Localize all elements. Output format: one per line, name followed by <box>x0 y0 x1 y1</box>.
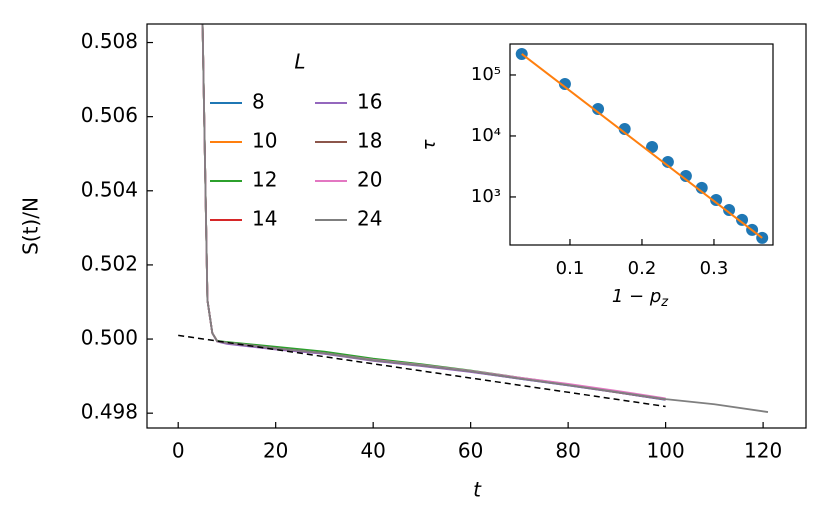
inset-x-label-main: 1 − p <box>612 286 661 307</box>
data-point <box>646 140 659 153</box>
x-tick-label: 40 <box>360 439 385 463</box>
data-point <box>661 155 674 168</box>
data-point <box>679 169 692 182</box>
x-tick-label: 80 <box>555 439 580 463</box>
inset-marks <box>515 47 769 244</box>
legend-title: L <box>294 50 305 74</box>
data-point <box>695 181 708 194</box>
legend-label: 16 <box>357 90 382 114</box>
y-tick-label: 0.504 <box>81 177 138 201</box>
x-tick-label: 20 <box>263 439 288 463</box>
y-tick-label: 0.500 <box>81 326 138 350</box>
y-tick-label: 0.498 <box>81 400 138 424</box>
x-tick-label: 0.1 <box>556 258 585 279</box>
data-point <box>710 193 723 206</box>
reference-line <box>178 334 666 408</box>
x-tick-label: 0 <box>172 439 185 463</box>
legend-label: 24 <box>357 207 382 231</box>
y-tick-label: 10⁴ <box>471 125 501 146</box>
x-axis-label: t <box>473 478 482 502</box>
legend-label: 8 <box>252 90 265 114</box>
x-tick-label: 0.3 <box>700 258 729 279</box>
x-tick-label: 60 <box>458 439 483 463</box>
x-tick-label: 100 <box>647 439 685 463</box>
data-point <box>558 78 571 91</box>
inset-y-label: τ <box>419 139 440 150</box>
data-point <box>618 123 631 136</box>
data-point <box>592 102 605 115</box>
y-tick-label: 0.502 <box>81 251 138 275</box>
inset-x-label-sub: z <box>660 295 669 310</box>
y-tick-label: 0.506 <box>81 103 138 127</box>
legend-label: 10 <box>252 129 277 153</box>
inset-plot: 0.1 0.2 0.3 10³ 10⁴ 10⁵ <box>471 47 769 279</box>
y-tick-label: 10⁵ <box>471 64 501 85</box>
legend-label: 18 <box>357 129 382 153</box>
data-point <box>736 213 749 226</box>
legend-label: 20 <box>357 168 382 192</box>
main-frame <box>146 23 807 429</box>
x-tick-label: 0.2 <box>628 258 657 279</box>
legend-label: 12 <box>252 168 277 192</box>
x-tick-label: 120 <box>744 439 782 463</box>
legend-label: 14 <box>252 207 277 231</box>
main-plot: 0 20 40 60 80 100 120 0.498 0.500 0.502 0.504 0.506… <box>81 24 782 463</box>
y-tick-label: 0.508 <box>81 29 138 53</box>
plot-lines <box>178 24 769 413</box>
fit-line <box>521 53 763 239</box>
series-line <box>201 24 769 413</box>
inset-x-label: 1 − pz <box>612 286 669 310</box>
y-axis-label: S(t)/N <box>19 197 43 255</box>
data-point <box>723 203 736 216</box>
y-tick-label: 10³ <box>471 186 501 207</box>
